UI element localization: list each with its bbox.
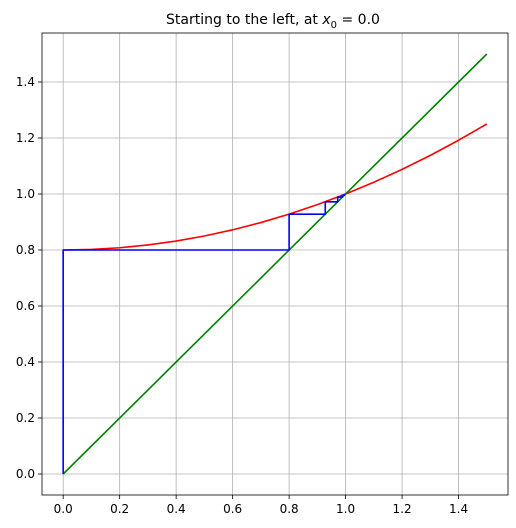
chart-title-var: x [321,12,331,28]
y-tick-label: 0.2 [16,411,35,425]
y-tick-label: 0.8 [16,243,35,257]
y-tick-label: 1.0 [16,187,35,201]
x-tick-label: 1.2 [393,502,412,516]
x-tick-label: 0.4 [167,502,186,516]
axes-frame [41,32,509,496]
identity-line-series [62,53,488,475]
x-tick-label: 1.0 [336,502,355,516]
y-tick-label: 1.4 [16,75,35,89]
chart-title-sub: 0 [331,20,337,31]
plot-series [62,53,488,475]
chart-title-prefix: Starting to the left, at [166,12,322,28]
curve-series [63,123,488,251]
x-tick-label: 0.0 [54,502,73,516]
y-tick-label: 0.0 [16,467,35,481]
y-tick-label: 0.4 [16,355,35,369]
x-tick-label: 1.4 [449,502,468,516]
cobweb-series [62,193,346,474]
x-tick-label: 0.6 [223,502,242,516]
x-tick-label: 0.2 [110,502,129,516]
ticks: 0.0 0.2 0.4 0.6 0.8 1.0 1.2 1.4 0.0 0.2 0.4 0.6 0.8 1… [16,75,468,516]
chart-title-suffix: = 0.0 [337,12,380,28]
y-tick-label: 0.6 [16,299,35,313]
chart-title: Starting to the left, at x0 = 0.0 [166,12,380,31]
y-tick-label: 1.2 [16,131,35,145]
x-tick-label: 0.8 [280,502,299,516]
